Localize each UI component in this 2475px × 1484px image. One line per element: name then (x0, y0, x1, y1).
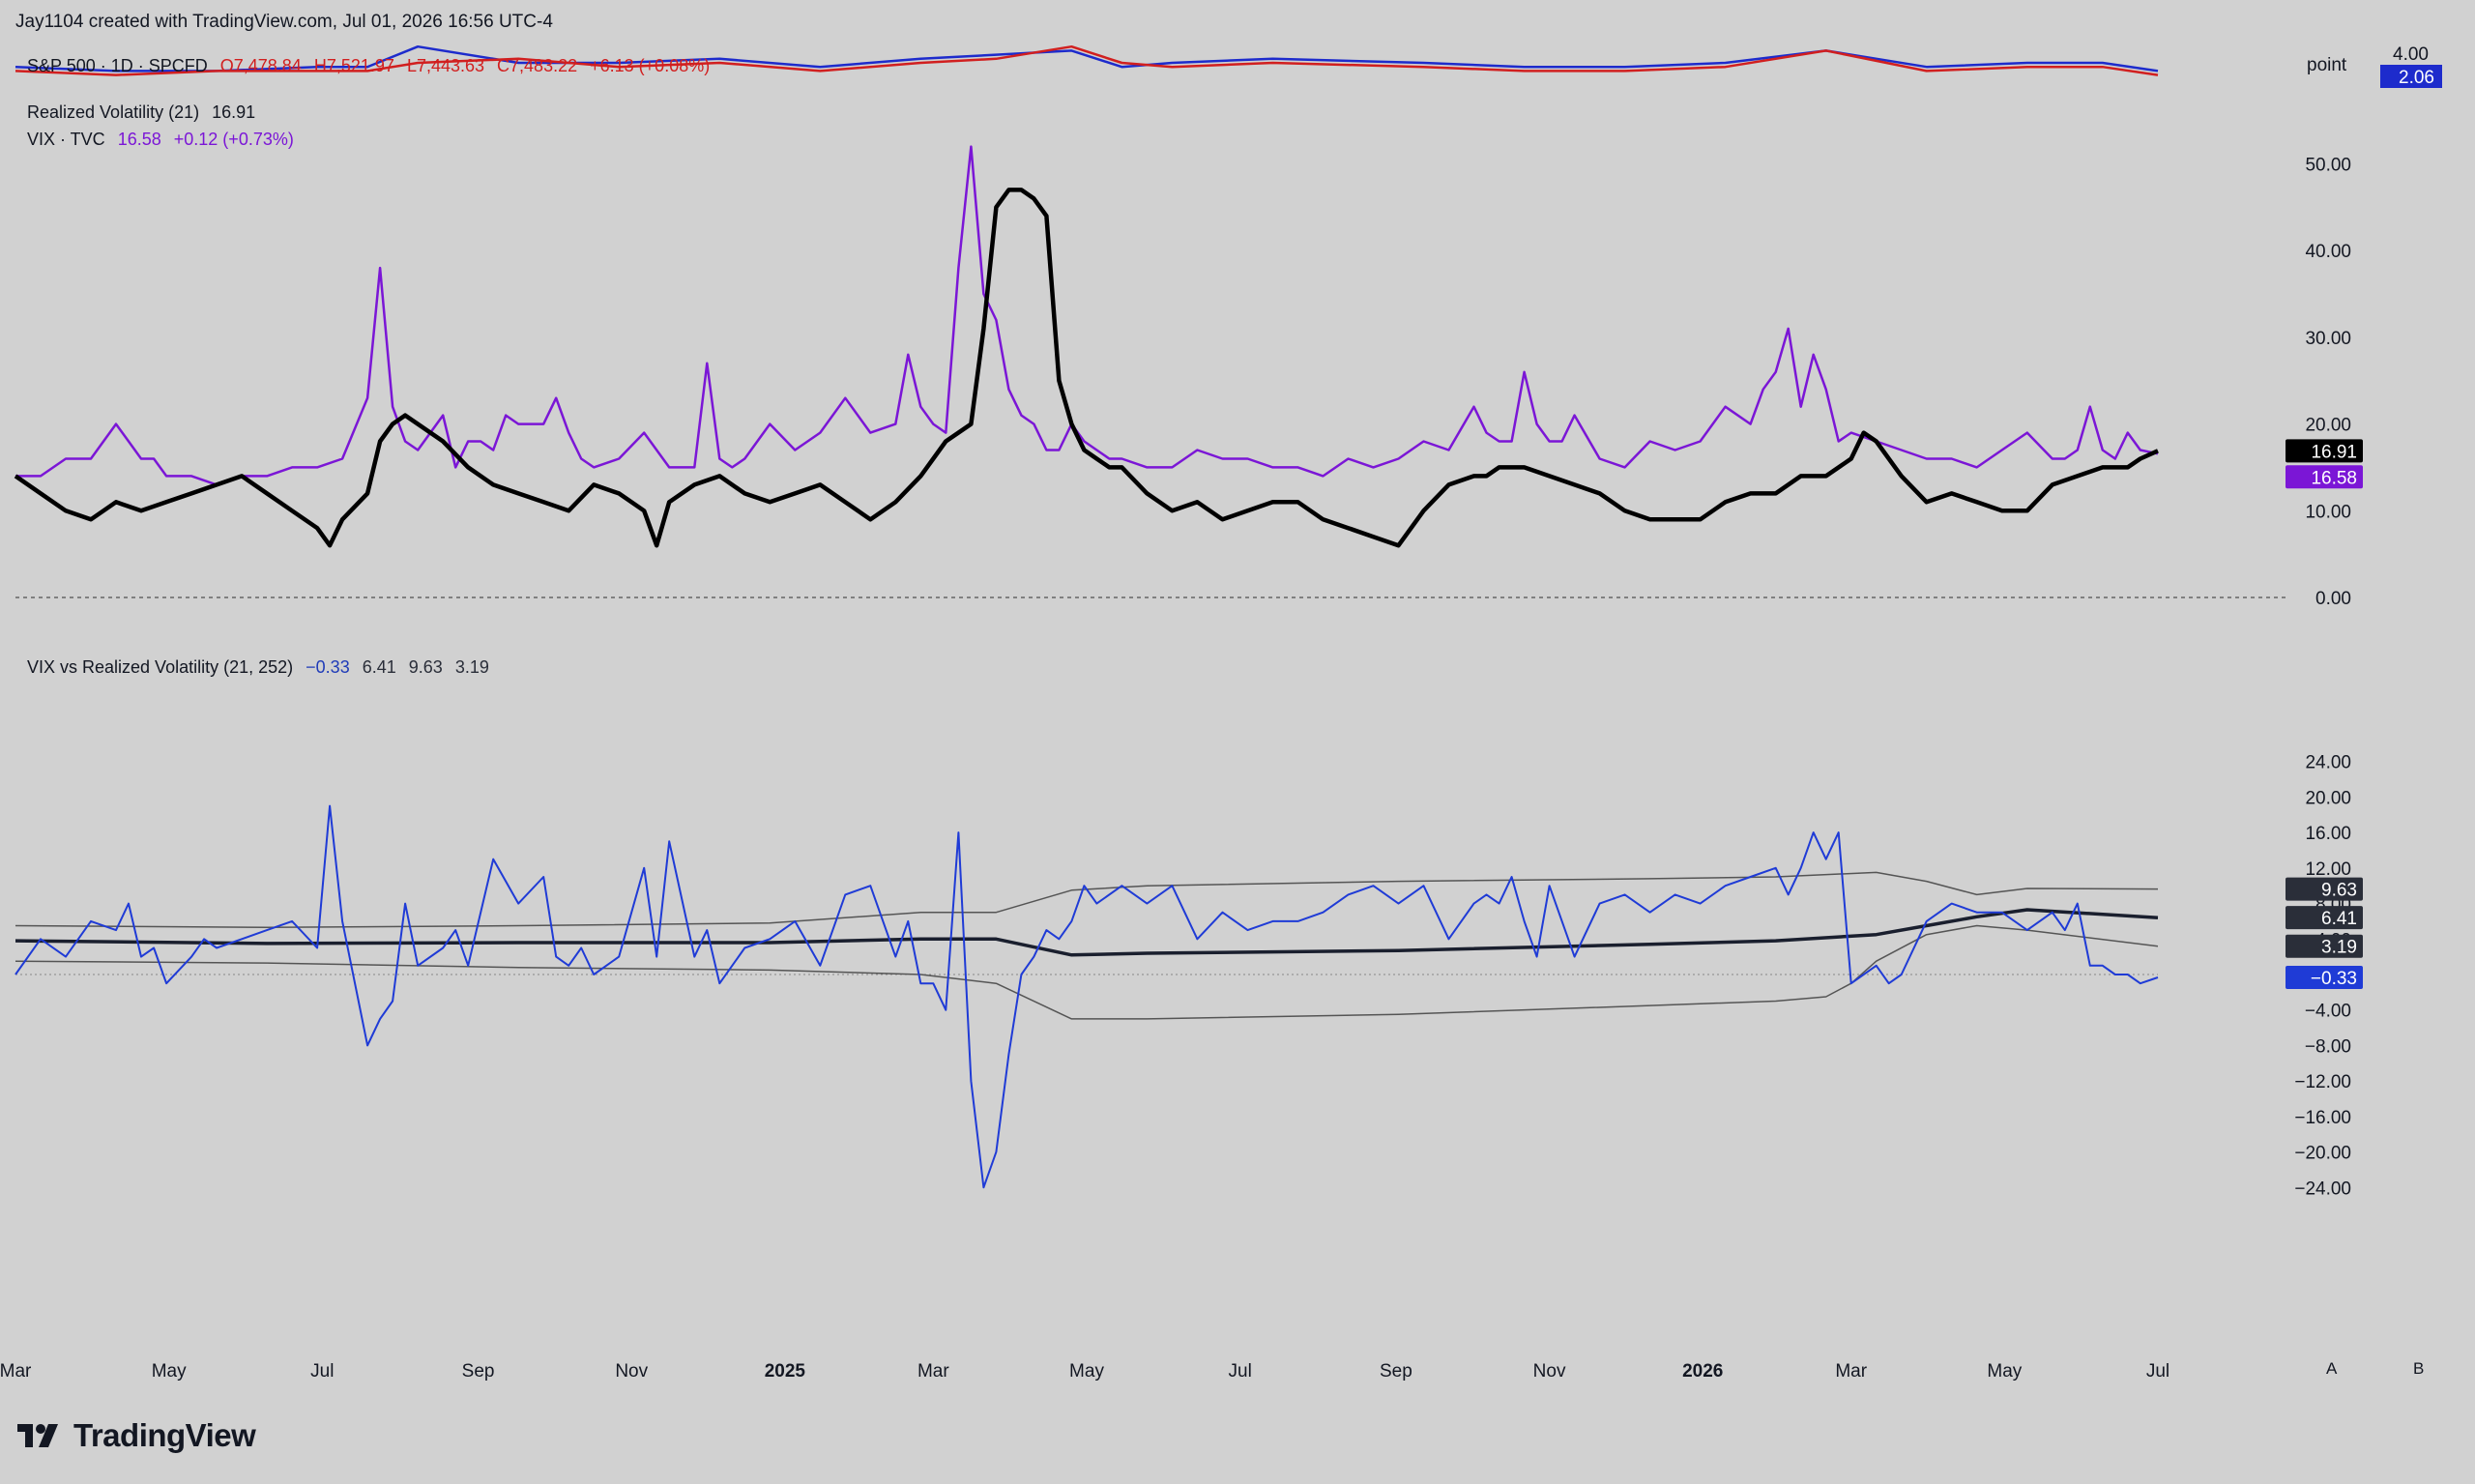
main-y-tick: 30.00 (2305, 329, 2351, 349)
spread-y-tick: 16.00 (2305, 824, 2351, 844)
vix-legend[interactable]: VIX · TVC 16.58 +0.12 (+0.73%) (27, 130, 294, 150)
spx-mini-pane (15, 44, 2159, 76)
time-tick: 2026 (1682, 1361, 1723, 1382)
spread-v3: 9.63 (408, 657, 443, 677)
time-axis: Mar May Jul Sep Nov 2025 Mar May Jul Sep Nov 2026 Ma… (0, 1361, 2169, 1382)
spread-y-tick: 20.00 (2305, 788, 2351, 808)
mean-badge-text: 6.41 (2321, 909, 2357, 929)
spread-v4: 3.19 (454, 657, 489, 677)
lower-band-badge-text: 3.19 (2321, 938, 2357, 958)
vix-last-value-badge: 16.58 (2286, 465, 2363, 489)
spread-legend[interactable]: VIX vs Realized Volatility (21, 252) −0.… (27, 657, 489, 678)
price-axis: 4.00 2.06 0.00 10.00 20.00 30.00 40.00 50.00 16.… (2286, 44, 2442, 1199)
spx-change: +6.13 (+0.08%) (590, 56, 711, 75)
time-tick: Jul (310, 1361, 334, 1382)
mean-badge: 6.41 (2286, 906, 2363, 930)
b-scale-button[interactable]: B (2413, 1359, 2425, 1378)
spread-last-value-badge: −0.33 (2286, 966, 2363, 990)
vix-tvc-line (15, 145, 2159, 486)
spread-y-tick: −12.00 (2294, 1072, 2351, 1092)
time-tick: 2025 (765, 1361, 806, 1382)
spx-scale-tick: 4.00 (2393, 44, 2429, 65)
spread-y-tick: −4.00 (2305, 1002, 2351, 1022)
spread-y-tick: 12.00 (2305, 859, 2351, 880)
upper-band-badge: 9.63 (2286, 877, 2363, 901)
tradingview-logo-icon (17, 1424, 58, 1447)
vix-last-value-badge-text: 16.58 (2311, 468, 2357, 488)
vix-last-value-badge-bg (2286, 465, 2363, 489)
lower-band-line (15, 924, 2159, 1020)
spread-name: VIX vs Realized Volatility (21, 252) (27, 657, 294, 677)
main-y-tick: 20.00 (2305, 416, 2351, 436)
time-tick: Sep (462, 1361, 495, 1382)
scale-unit-label: point (2307, 55, 2347, 75)
rv-last-value-badge-bg (2286, 439, 2363, 463)
spread-y-tick: −16.00 (2294, 1108, 2351, 1128)
main-y-tick: 10.00 (2305, 502, 2351, 522)
rv-name: Realized Volatility (21) (27, 102, 200, 122)
spread-y-tick: 24.00 (2305, 753, 2351, 773)
time-tick: Sep (1380, 1361, 1412, 1382)
tradingview-logo[interactable]: TradingView (17, 1417, 256, 1454)
main-y-tick: 0.00 (2315, 589, 2351, 609)
upper-band-badge-bg (2286, 877, 2363, 901)
rv-value: 16.91 (212, 102, 256, 122)
time-tick: Nov (615, 1361, 648, 1382)
vix-name: VIX · TVC (27, 130, 105, 149)
spx-scale-badge-text: 2.06 (2399, 68, 2434, 88)
spx-symbol: S&P 500 · 1D · SPCFD (27, 56, 208, 75)
spread-last-value-badge-bg (2286, 966, 2363, 990)
spread-y-tick: −8.00 (2305, 1036, 2351, 1057)
spread-v2: 6.41 (362, 657, 396, 677)
spx-scale-badge-bg (2380, 65, 2442, 88)
time-tick: May (152, 1361, 187, 1382)
time-tick: Mar (917, 1361, 949, 1382)
rv-legend[interactable]: Realized Volatility (21) 16.91 (27, 102, 255, 123)
time-tick: Mar (0, 1361, 32, 1382)
main-y-tick: 50.00 (2305, 156, 2351, 176)
upper-band-badge-text: 9.63 (2321, 881, 2357, 901)
spread-v1: −0.33 (306, 657, 350, 677)
main-y-tick: 40.00 (2305, 242, 2351, 262)
spread-y-tick: −20.00 (2294, 1144, 2351, 1164)
spx-high: H7,521.97 (313, 56, 394, 75)
lower-band-badge: 3.19 (2286, 934, 2363, 958)
time-tick: May (1069, 1361, 1104, 1382)
rv-last-value-badge-text: 16.91 (2311, 442, 2357, 462)
spx-legend[interactable]: S&P 500 · 1D · SPCFD O7,478.84 H7,521.97… (27, 56, 710, 76)
realized-volatility-21-line (14, 188, 2159, 548)
tradingview-logo-text: TradingView (73, 1417, 256, 1453)
spread-y-tick: −24.00 (2294, 1178, 2351, 1199)
time-tick: Nov (1533, 1361, 1566, 1382)
spx-close: C7,483.22 (497, 56, 578, 75)
spx-open: O7,478.84 (219, 56, 302, 75)
spread-last-value-badge-text: −0.33 (2311, 969, 2357, 989)
upper-band-line (15, 871, 2159, 929)
lower-band-badge-bg (2286, 934, 2363, 958)
auto-scale-button[interactable]: A (2326, 1359, 2338, 1378)
spx-scale-badge: 2.06 (2380, 65, 2442, 88)
mean-line (15, 908, 2159, 957)
time-tick: Jul (2146, 1361, 2169, 1382)
created-by-text: Jay1104 created with TradingView.com, Ju… (15, 12, 553, 32)
red-line (15, 44, 2159, 76)
time-tick: May (1987, 1361, 2022, 1382)
time-tick: Mar (1835, 1361, 1867, 1382)
spread-line (15, 804, 2159, 1189)
volatility-pane (14, 145, 2159, 548)
vix-value: 16.58 (117, 130, 161, 149)
mean-badge-bg (2286, 906, 2363, 930)
time-tick: Jul (1229, 1361, 1252, 1382)
rv-last-value-badge: 16.91 (2286, 439, 2363, 463)
vix-change: +0.12 (+0.73%) (173, 130, 294, 149)
spx-low: L7,443.63 (406, 56, 485, 75)
spread-pane (15, 804, 2159, 1189)
